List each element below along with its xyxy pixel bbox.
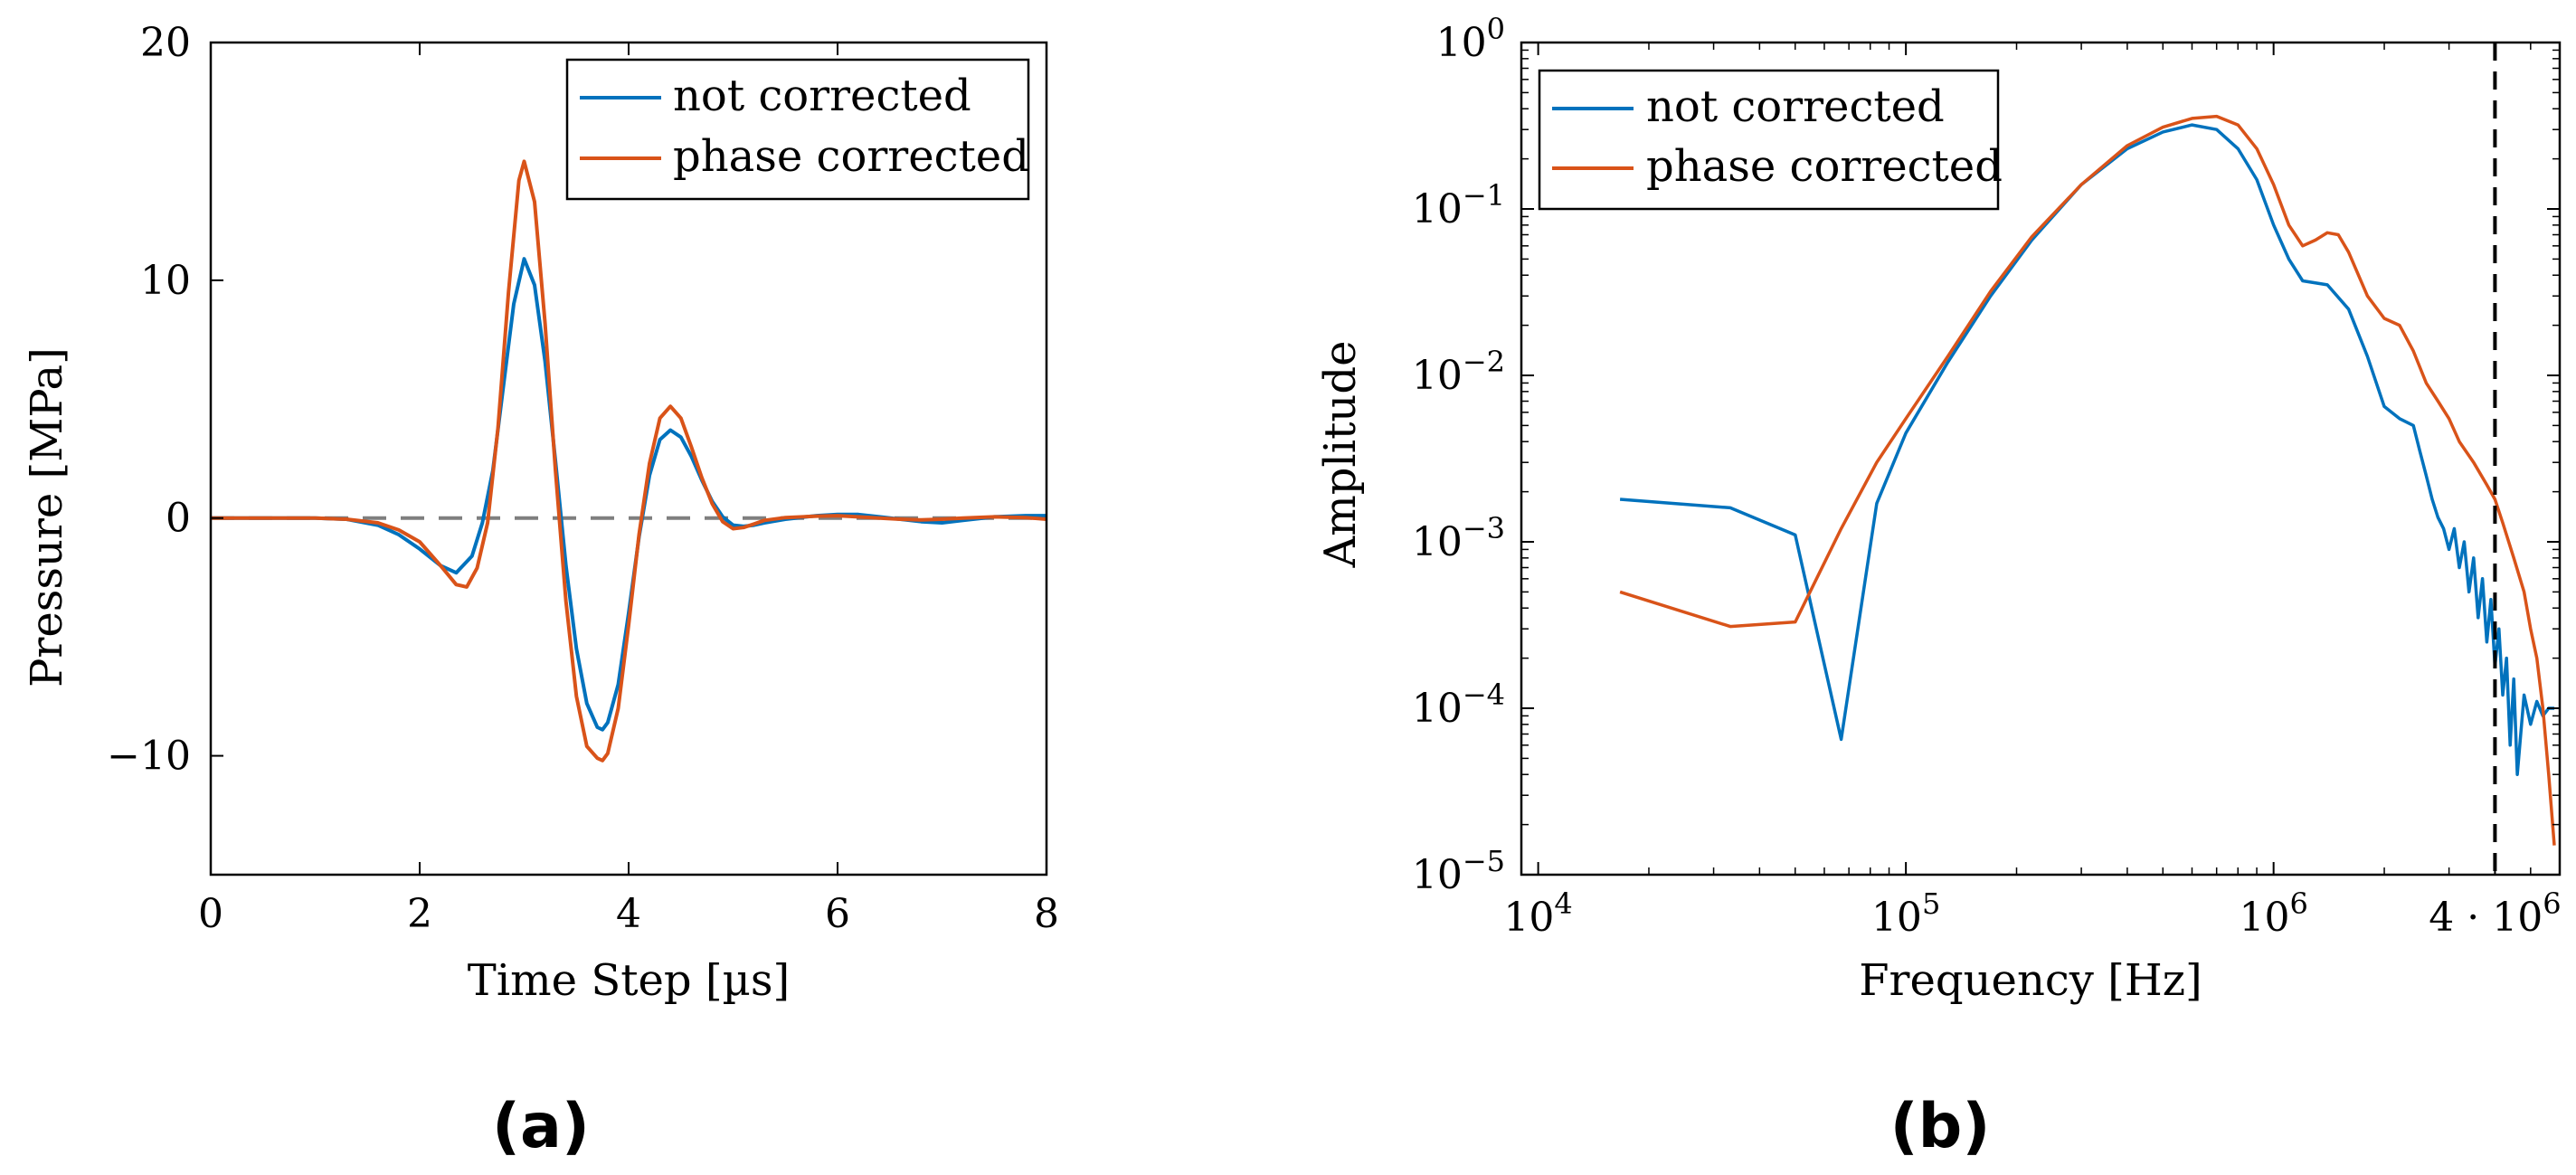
panel-b-y-tick-exponent: 0 [1487,12,1505,46]
panel-b-legend-label-not-corrected: not corrected [1646,81,1945,132]
panel-a-legend-label-not-corrected: not corrected [673,71,971,121]
panel-a-series-line-1 [211,159,1047,763]
panel-b-y-tick-exponent: −1 [1463,178,1505,213]
panel-a-x-tick-label: 6 [825,891,850,937]
panel-b-plot-frame [1520,41,2562,877]
panel-a-x-tick-label: 0 [198,891,223,937]
panel-b-x-tick-exponent: 6 [2543,886,2561,921]
panel-a-legend-label-phase-corrected: phase corrected [673,131,1029,182]
panel-b-series-line-0 [1619,123,2554,776]
panel-a-x-tick-label: 2 [407,891,432,937]
panel-b-x-tick-label: 105 [1871,886,1940,941]
panel-a-series-group [211,159,1047,763]
panel-a-y-tick-label: 10 [140,258,191,304]
panel-b-y-tick-label: 10−5 [1412,844,1505,898]
panel-a-x-axis-label: Time Step [µs] [468,955,790,1006]
panel-b-legend-label-phase-corrected: phase corrected [1646,141,2003,192]
panel-a-x-tick-label: 8 [1034,891,1059,937]
panel-a-x-tick-label: 4 [616,891,641,937]
panel-b-series-group [1619,114,2556,846]
panel-b-x-tick-label: 104 [1503,886,1572,941]
panel-b-y-axis-label: Amplitude [1315,341,1366,569]
panel-a-y-ticks: −10 0 10 20 [107,20,223,780]
panel-b-y-tick-exponent: −2 [1463,345,1505,379]
panel-a-time-domain: 0 2 4 6 8 −10 0 10 20 Time Step [µs] Pressure [… [22,20,1059,1162]
panel-b-x-tick-label: 4 · 106 [2429,886,2561,941]
panel-b-x-tick-exponent: 4 [1554,886,1572,921]
panel-b-minor-ticks [1521,43,2560,875]
panel-b-x-tick-exponent: 5 [1922,886,1940,921]
panel-b-x-axis-label: Frequency [Hz] [1859,955,2202,1006]
panel-a-caption: (a) [492,1091,590,1162]
panel-a-series-line-0 [211,257,1046,732]
panel-a-y-tick-label: 20 [140,20,191,66]
panel-b-y-tick-exponent: −3 [1463,511,1505,545]
panel-b-legend: not corrected phase corrected [1538,69,2003,211]
panel-a-legend: not corrected phase corrected [565,58,1030,201]
panel-b-y-ticks: 10−5 10−4 10−3 10−2 10−1 100 [1412,12,2560,898]
panel-b-x-tick-label: 106 [2239,886,2307,941]
panel-a-y-axis-label: Pressure [MPa] [22,347,72,687]
panel-b-series-line-1 [1619,114,2556,846]
panel-a-y-tick-label: 0 [166,496,191,542]
panel-a-y-tick-label: −10 [107,734,191,780]
panel-b-y-tick-label: 10−1 [1412,178,1505,232]
panel-b-y-tick-exponent: −5 [1463,844,1505,878]
panel-b-frequency-domain: 104 105 106 4 · 106 10−5 10−4 10−3 10−2 10−1 100… [1315,12,2562,1162]
panel-b-y-tick-exponent: −4 [1463,678,1505,712]
panel-b-y-tick-label: 100 [1436,12,1505,66]
panel-b-caption: (b) [1890,1091,1991,1162]
panel-b-y-tick-label: 10−2 [1412,345,1505,399]
panel-b-y-tick-label: 10−3 [1412,511,1505,565]
panel-b-x-tick-exponent: 6 [2289,886,2307,921]
panel-b-legend-box [1538,69,2000,211]
panel-a-x-ticks: 0 2 4 6 8 [198,43,1059,937]
panel-a-legend-box [565,58,1030,201]
panel-b-x-ticks: 104 105 106 4 · 106 [1503,43,2562,941]
panel-b-y-tick-label: 10−4 [1412,678,1505,732]
